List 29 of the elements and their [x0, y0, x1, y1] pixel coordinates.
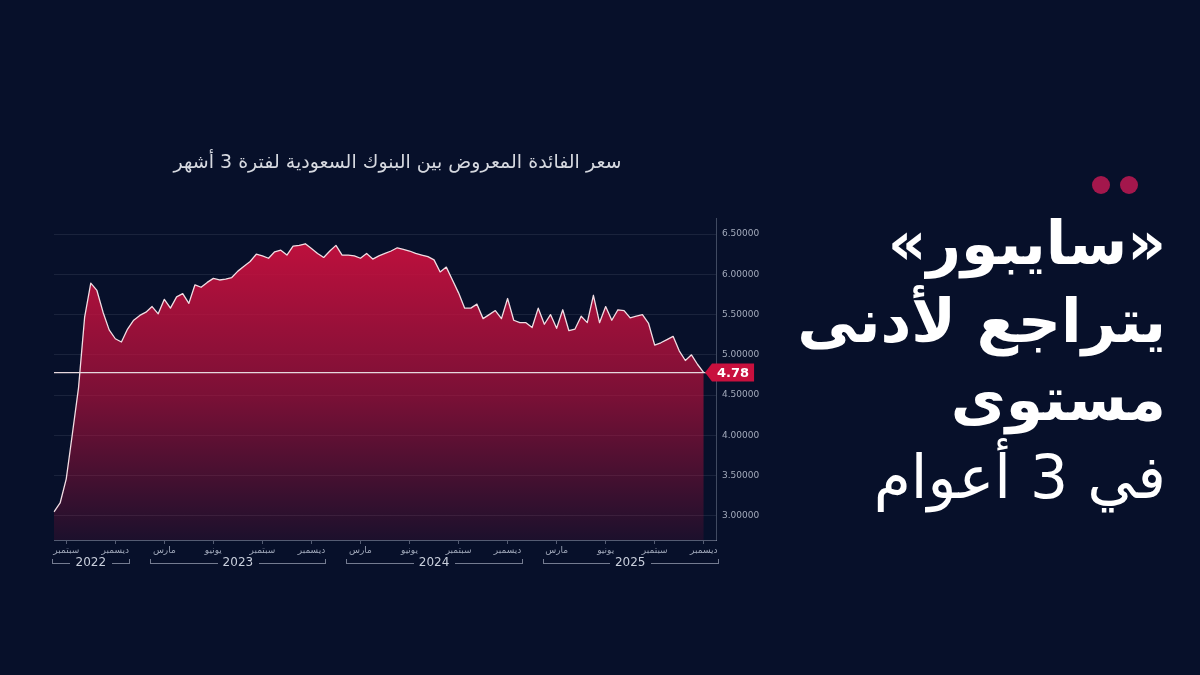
x-tick-label: مارس: [152, 544, 176, 555]
text: 2024: [418, 555, 450, 570]
y-tick-label: 5.50000: [722, 308, 760, 319]
x-tick-label: سبتمبر: [640, 544, 668, 555]
x-tick-label: سبتمبر: [52, 544, 80, 555]
x-tick-label: ديسمبر: [689, 544, 718, 555]
y-tick-label: 5.00000: [722, 349, 760, 360]
x-tick-label: سبتمبر: [248, 544, 276, 555]
x-tick-label: يونيو: [400, 544, 419, 555]
x-tick-label: يونيو: [203, 544, 223, 555]
y-tick-label: 4.50000: [722, 389, 760, 400]
x-tick-label: مارس: [349, 544, 373, 555]
x-tick-label: ديسمبر: [296, 544, 326, 555]
x-tick-label: مارس: [545, 544, 569, 555]
y-tick-label: 6.50000: [722, 228, 760, 239]
y-tick-label: 4.00000: [722, 429, 760, 440]
text: 2022: [75, 555, 107, 570]
ref-line-label: 4.78: [717, 364, 750, 380]
x-tick-label: ديسمبر: [100, 544, 130, 555]
text: «سايبور» يتراجع لأدنى مستوى في 3 أعوام: [797, 207, 1166, 515]
y-tick-label: 3.00000: [722, 510, 760, 521]
x-tick-label: يونيو: [596, 544, 615, 555]
text: 2025: [614, 555, 646, 570]
x-tick-label: سبتمبر: [444, 544, 472, 555]
y-tick-label: 3.50000: [722, 469, 760, 480]
y-tick-label: 6.00000: [722, 268, 760, 279]
x-tick-label: ديسمبر: [492, 544, 522, 555]
chart-subtitle: سعر الفائدة المعروض بين البنوك السعودية لفترة 3 أشهر: [171, 150, 623, 172]
text: 2023: [222, 555, 254, 570]
